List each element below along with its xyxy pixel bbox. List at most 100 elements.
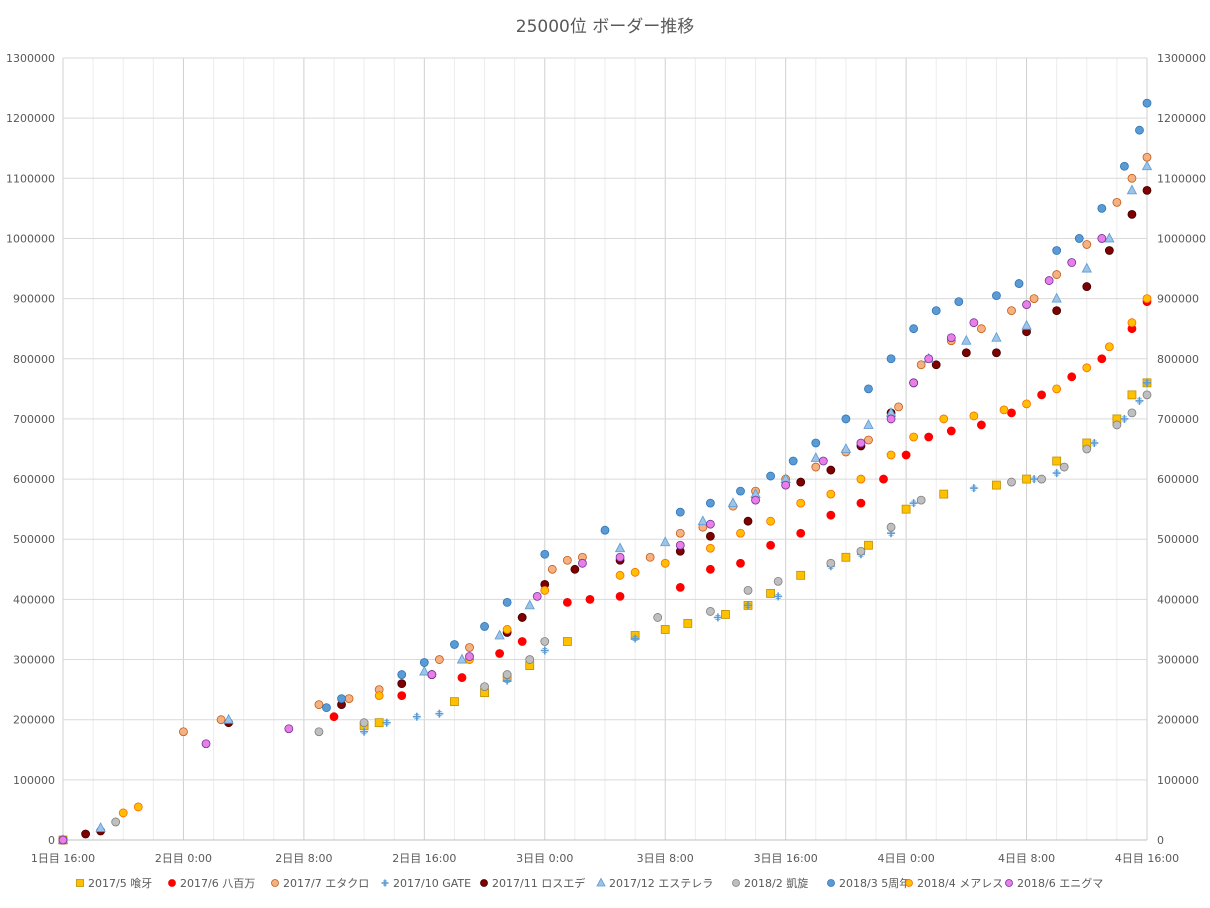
data-point — [1090, 438, 1099, 447]
data-point — [743, 516, 753, 526]
data-point — [931, 360, 941, 370]
y-tick-label-right: 900000 — [1157, 293, 1199, 306]
data-point — [397, 670, 407, 679]
data-point — [450, 640, 459, 649]
data-point — [675, 528, 685, 538]
legend-item: 2017/11 ロスエデ — [480, 876, 585, 890]
data-point — [683, 619, 693, 628]
data-point — [840, 443, 852, 453]
data-point — [118, 808, 128, 818]
data-point — [811, 438, 821, 448]
data-point — [456, 653, 468, 664]
data-point — [743, 585, 753, 595]
data-point — [532, 591, 542, 601]
data-point — [841, 414, 851, 424]
legend-label: 2018/3 5周年 — [839, 876, 910, 890]
gridlines — [62, 57, 1148, 841]
y-tick-label-right: 500000 — [1157, 533, 1199, 546]
data-point — [457, 673, 467, 682]
data-point — [419, 665, 430, 676]
data-point — [427, 670, 437, 679]
data-point — [374, 718, 384, 728]
data-point — [961, 334, 972, 345]
data-point — [660, 625, 670, 634]
data-point — [58, 835, 68, 845]
data-point — [946, 426, 956, 436]
data-point — [1022, 474, 1031, 484]
data-point — [931, 306, 941, 316]
x-tick-label: 3日目 16:00 — [754, 852, 818, 865]
data-point — [1007, 306, 1016, 316]
y-tick-label-left: 800000 — [13, 353, 55, 366]
data-point — [924, 354, 934, 364]
data-point — [524, 599, 535, 610]
data-point — [314, 727, 324, 737]
data-point — [1082, 282, 1092, 291]
data-point — [864, 435, 873, 445]
plot-points — [57, 98, 1153, 845]
data-point — [547, 564, 557, 574]
y-tick-label-left: 500000 — [13, 533, 55, 546]
data-point — [894, 402, 903, 412]
data-point — [495, 649, 505, 658]
data-point — [578, 558, 587, 568]
data-point — [1029, 294, 1039, 304]
data-point — [201, 739, 211, 749]
data-point — [1127, 390, 1137, 400]
y-tick-label-right: 1200000 — [1157, 112, 1206, 125]
data-point — [909, 378, 919, 388]
data-point — [1120, 161, 1129, 171]
data-point — [540, 585, 550, 595]
data-point — [1021, 319, 1032, 330]
data-point — [314, 700, 324, 710]
series-group-5 — [57, 160, 1153, 844]
data-point — [465, 643, 474, 652]
data-point — [886, 522, 896, 532]
data-point — [81, 829, 90, 839]
data-point — [1135, 396, 1144, 405]
data-point — [766, 588, 776, 598]
data-point — [1127, 173, 1137, 183]
data-point — [562, 597, 572, 607]
data-point — [736, 558, 745, 568]
legend-marker — [168, 879, 176, 887]
data-point — [223, 713, 234, 724]
y-tick-label-right: 200000 — [1157, 714, 1199, 727]
legend-label: 2017/10 GATE — [393, 877, 471, 890]
data-point — [864, 384, 873, 394]
legend-marker — [1005, 879, 1013, 887]
data-point — [909, 324, 919, 334]
y-tick-label-right: 100000 — [1157, 774, 1199, 787]
data-point — [337, 694, 346, 704]
legend-label: 2017/7 エタクロ — [283, 877, 369, 890]
data-point — [1141, 160, 1153, 171]
y-tick-label-left: 900000 — [13, 293, 55, 306]
data-point — [435, 709, 444, 718]
data-point — [1051, 292, 1062, 303]
y-tick-label-right: 1300000 — [1157, 52, 1206, 65]
data-point — [517, 613, 527, 622]
data-point — [909, 432, 919, 442]
data-point — [1142, 185, 1152, 195]
legend-marker — [905, 879, 913, 887]
data-point — [419, 658, 429, 667]
data-point — [901, 504, 911, 514]
data-point — [653, 613, 663, 622]
legend-item: 2017/5 喰牙 — [76, 876, 152, 890]
data-point — [360, 727, 369, 736]
data-point — [1052, 306, 1062, 316]
data-point — [1022, 399, 1031, 409]
y-tick-label-left: 1200000 — [6, 112, 55, 125]
data-point — [788, 456, 798, 466]
data-point — [600, 525, 610, 535]
data-point — [1120, 414, 1129, 423]
y-tick-label-left: 700000 — [13, 413, 55, 426]
axis-labels: 0 0 100000 100000 200000 200000 300000 300000 40… — [6, 52, 1206, 865]
legend-item: 2018/3 5周年 — [827, 876, 910, 890]
data-point — [540, 646, 549, 655]
x-tick-label: 4日目 8:00 — [998, 852, 1055, 865]
data-point — [1127, 408, 1137, 418]
data-point — [630, 567, 640, 577]
data-point — [1142, 294, 1152, 304]
